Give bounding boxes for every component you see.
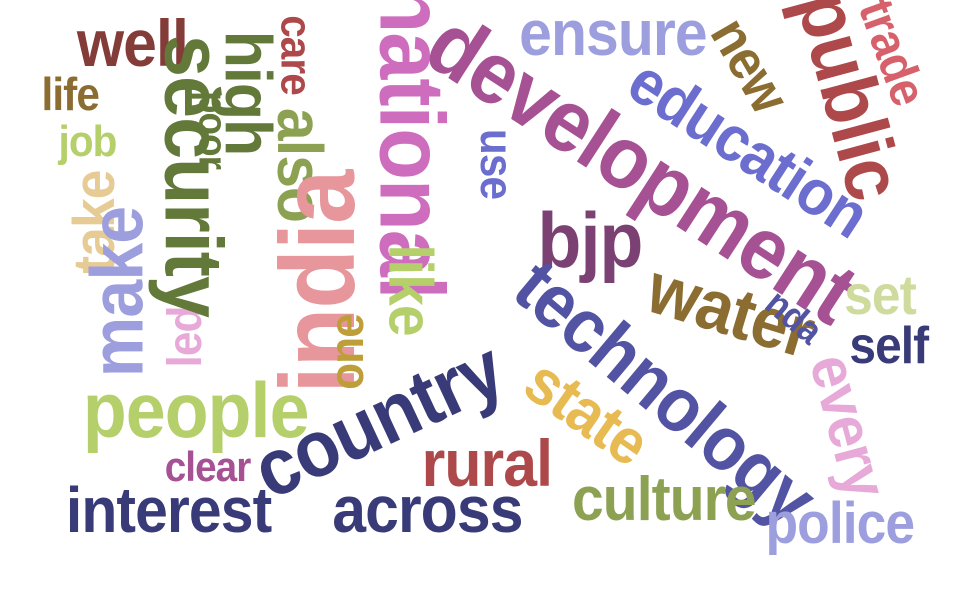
word-security: security	[146, 35, 238, 317]
word-culture: culture	[571, 465, 757, 534]
word-poor: poor	[189, 90, 234, 170]
word-care: care	[270, 15, 320, 95]
word-ensure: ensure	[519, 0, 707, 69]
word-like: like	[375, 244, 445, 336]
word-rural: rural	[421, 426, 553, 500]
word-job: job	[58, 117, 117, 166]
word-bjp: bjp	[537, 196, 644, 284]
word-self: self	[849, 317, 929, 375]
word-make: make	[75, 206, 159, 378]
word-set: set	[844, 263, 917, 326]
word-life: life	[41, 68, 99, 120]
word-across: across	[331, 472, 523, 546]
word-use: use	[471, 128, 524, 200]
word-interest: interest	[65, 474, 271, 546]
word-police: police	[765, 491, 915, 556]
word-well: well	[76, 6, 188, 80]
word-people: people	[82, 366, 309, 454]
word-clear: clear	[164, 443, 251, 490]
